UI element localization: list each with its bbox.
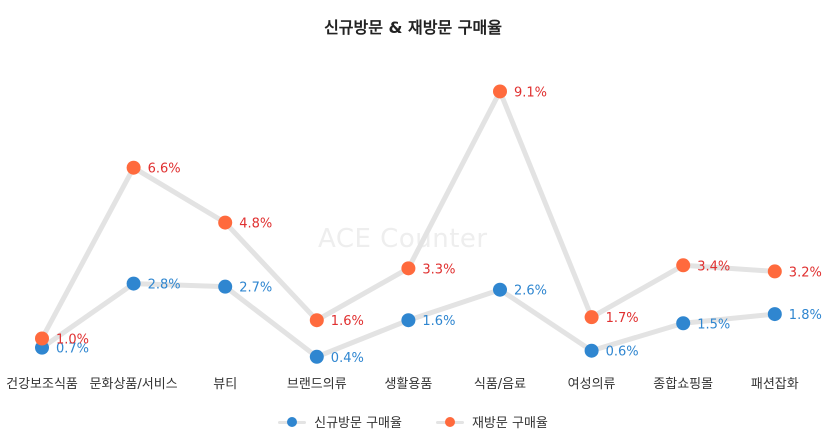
x-tick-label-4: 생활용품 bbox=[384, 377, 432, 392]
data-point-s1-2[interactable] bbox=[218, 215, 233, 230]
data-label-s0-2: 2.7% bbox=[239, 281, 272, 296]
data-point-s0-3[interactable] bbox=[309, 349, 324, 364]
data-label-s0-5: 2.6% bbox=[514, 284, 547, 299]
x-tick-label-8: 패션잡화 bbox=[751, 377, 799, 392]
data-point-s1-8[interactable] bbox=[767, 264, 782, 279]
data-label-s0-0: 0.7% bbox=[56, 342, 89, 357]
x-tick-label-6: 여성의류 bbox=[568, 377, 616, 392]
legend: 신규방문 구매율 재방문 구매율 bbox=[0, 412, 826, 431]
legend-item-revisit[interactable]: 재방문 구매율 bbox=[435, 412, 548, 431]
x-tick-label-3: 브랜드의류 bbox=[287, 377, 347, 392]
data-label-s1-2: 4.8% bbox=[239, 217, 272, 232]
data-label-s1-6: 1.7% bbox=[606, 311, 639, 326]
x-tick-label-0: 건강보조식품 bbox=[6, 377, 78, 392]
legend-label-new-visit: 신규방문 구매율 bbox=[314, 416, 402, 431]
x-tick-label-2: 뷰티 bbox=[213, 377, 237, 392]
data-label-s1-0: 1.0% bbox=[56, 333, 89, 348]
data-label-s1-1: 6.6% bbox=[148, 162, 181, 177]
data-label-s1-3: 1.6% bbox=[331, 314, 364, 329]
x-tick-label-1: 문화상품/서비스 bbox=[90, 377, 178, 392]
data-point-s0-8[interactable] bbox=[767, 307, 782, 322]
data-point-s1-6[interactable] bbox=[584, 310, 599, 325]
data-label-s1-5: 9.1% bbox=[514, 85, 547, 100]
data-point-s1-1[interactable] bbox=[126, 160, 141, 175]
data-label-s0-6: 0.6% bbox=[606, 345, 639, 360]
data-point-s0-6[interactable] bbox=[584, 343, 599, 358]
data-label-s0-3: 0.4% bbox=[331, 351, 364, 366]
data-point-s1-4[interactable] bbox=[401, 261, 416, 276]
data-point-s0-1[interactable] bbox=[126, 276, 141, 291]
data-point-s0-2[interactable] bbox=[218, 279, 233, 294]
data-point-s1-7[interactable] bbox=[676, 258, 691, 273]
data-label-s0-8: 1.8% bbox=[789, 308, 822, 323]
chart-title: 신규방문 & 재방문 구매율 bbox=[324, 18, 502, 37]
data-point-s1-0[interactable] bbox=[35, 331, 49, 346]
data-label-s1-4: 3.3% bbox=[422, 262, 455, 277]
data-label-s0-1: 2.8% bbox=[148, 278, 181, 293]
data-point-s0-4[interactable] bbox=[401, 313, 416, 328]
data-point-s1-3[interactable] bbox=[309, 313, 324, 328]
legend-label-revisit: 재방문 구매율 bbox=[471, 416, 548, 431]
data-label-s0-4: 1.6% bbox=[422, 314, 455, 329]
legend-swatch-revisit bbox=[435, 416, 464, 428]
line-chart: 0.7% 2.8% 2.7% 0.4% 1.6% 2.6% 0.6% 1.5% 1.8% 1.0%… bbox=[6, 84, 822, 392]
data-label-s1-7: 3.4% bbox=[697, 259, 730, 274]
data-point-s0-5[interactable] bbox=[493, 282, 507, 297]
series-line-1 bbox=[39, 88, 778, 341]
watermark: ACE Counter bbox=[318, 224, 488, 254]
legend-item-new-visit[interactable]: 신규방문 구매율 bbox=[278, 412, 402, 431]
x-tick-label-7: 종합쇼핑몰 bbox=[653, 377, 713, 392]
x-tick-label-5: 식품/음료 bbox=[474, 377, 526, 392]
data-label-s1-8: 3.2% bbox=[789, 265, 822, 280]
data-point-s1-5[interactable] bbox=[493, 84, 507, 99]
data-point-s0-7[interactable] bbox=[676, 316, 691, 331]
data-label-s0-7: 1.5% bbox=[697, 317, 730, 332]
legend-swatch-new-visit bbox=[278, 416, 307, 428]
